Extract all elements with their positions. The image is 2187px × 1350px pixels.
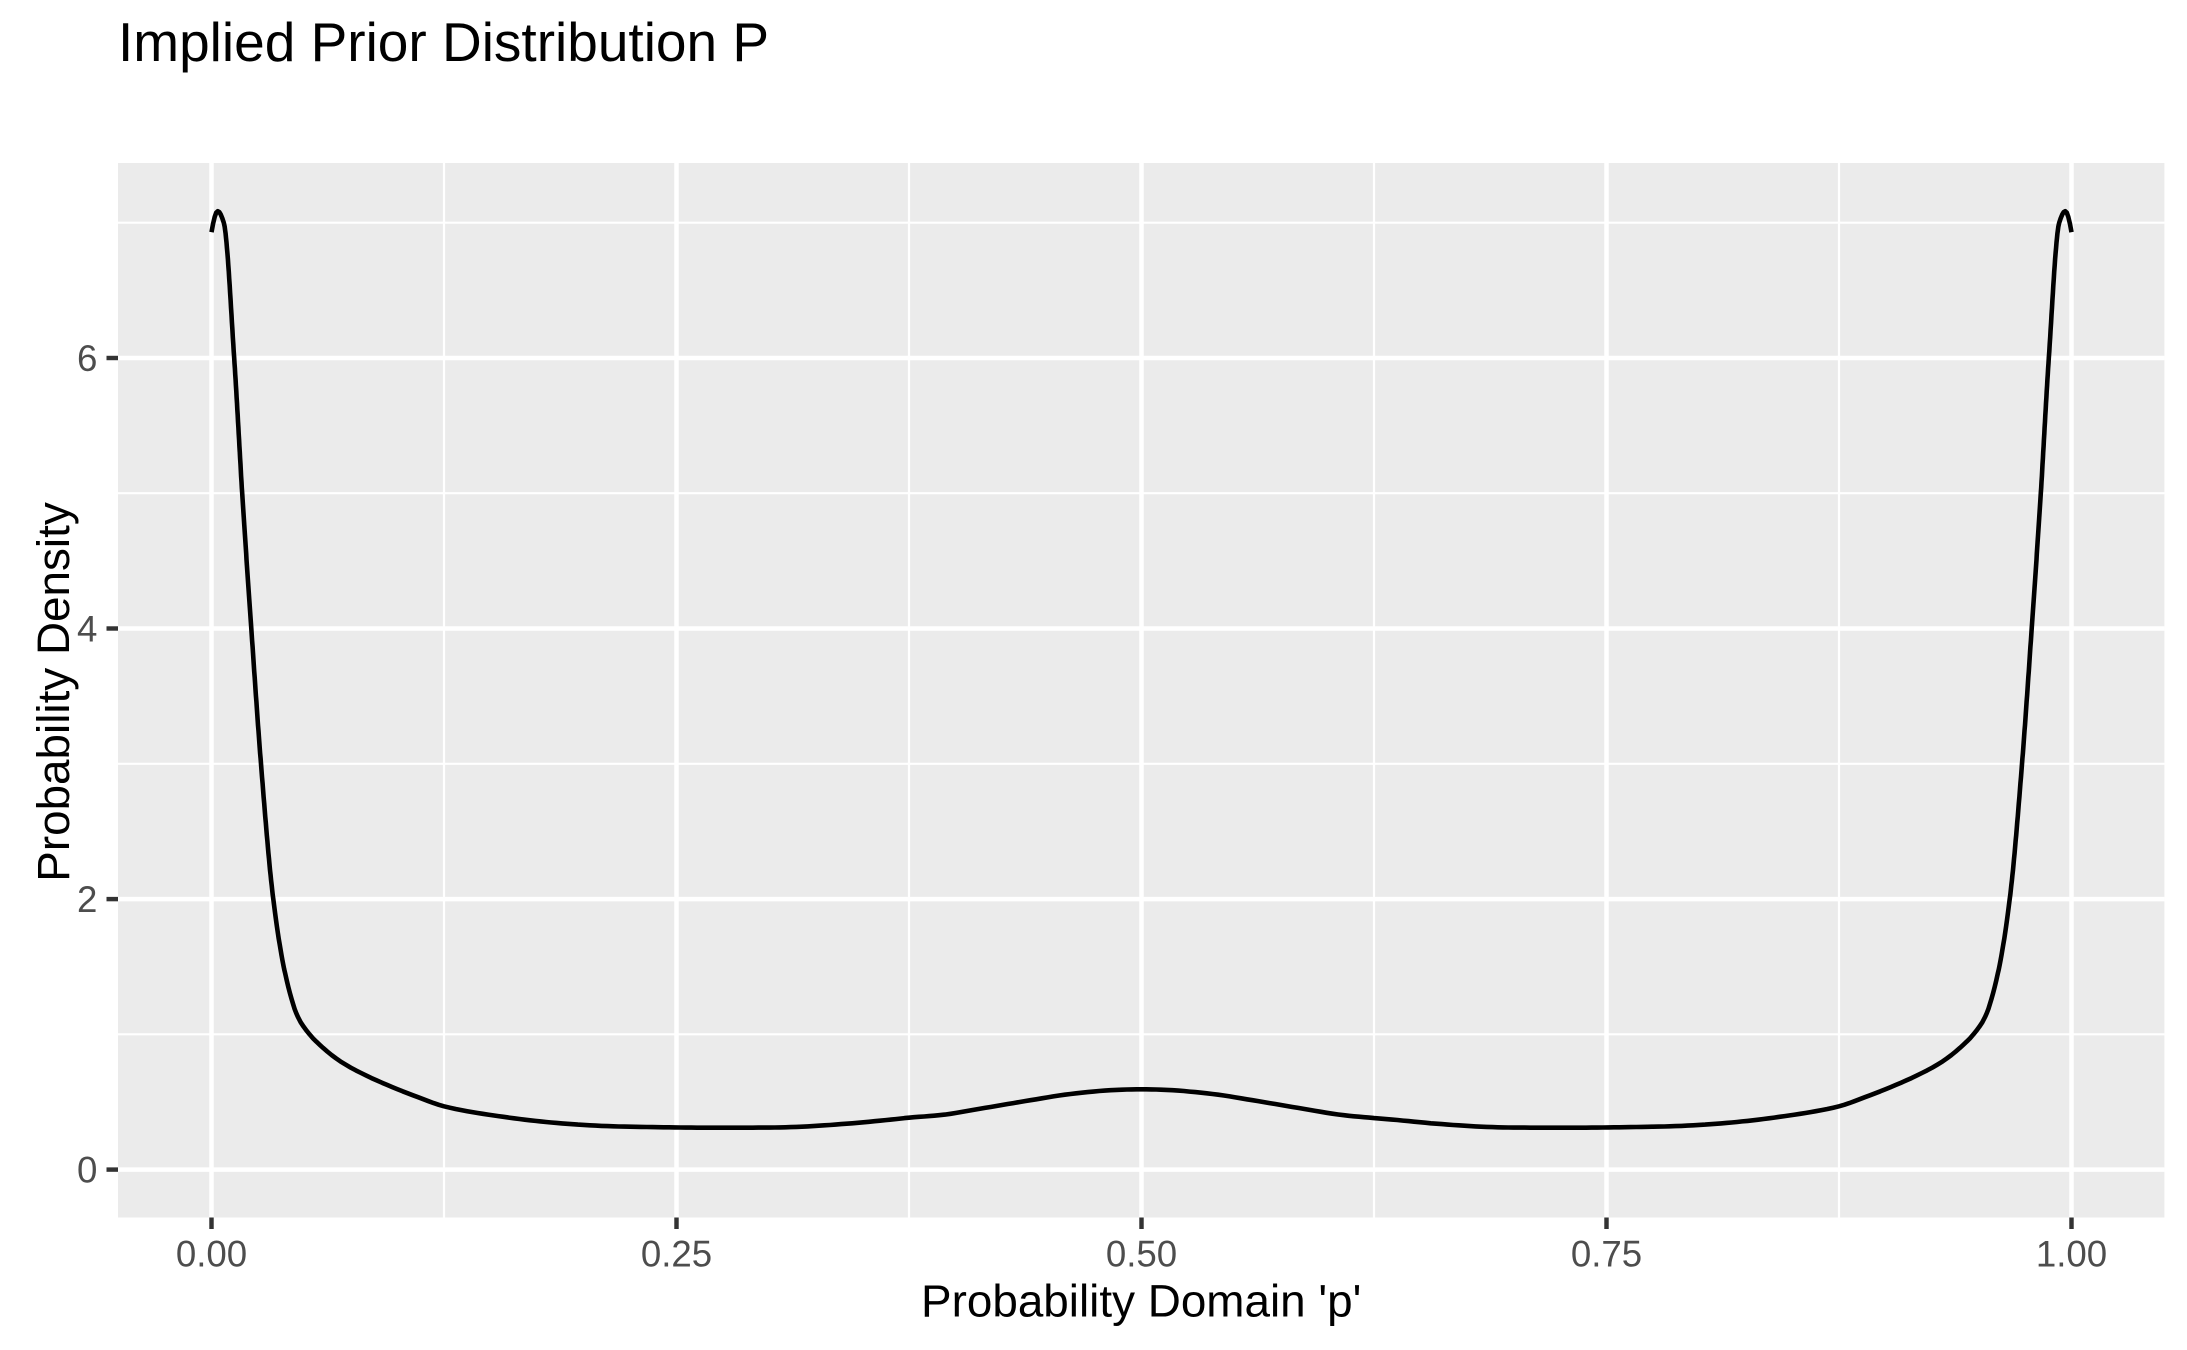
svg-text:Probability Density: Probability Density — [28, 502, 79, 882]
svg-text:0.25: 0.25 — [641, 1234, 712, 1275]
svg-text:0.75: 0.75 — [1571, 1234, 1642, 1275]
svg-text:Implied Prior Distribution P: Implied Prior Distribution P — [118, 11, 769, 73]
svg-text:2: 2 — [77, 879, 97, 920]
svg-text:Probability Domain 'p': Probability Domain 'p' — [921, 1276, 1361, 1327]
svg-text:6: 6 — [77, 338, 97, 379]
svg-text:0.00: 0.00 — [176, 1234, 247, 1275]
svg-text:0.50: 0.50 — [1106, 1234, 1177, 1275]
svg-text:1.00: 1.00 — [2036, 1234, 2107, 1275]
svg-text:4: 4 — [77, 609, 97, 650]
svg-text:0: 0 — [77, 1150, 97, 1191]
